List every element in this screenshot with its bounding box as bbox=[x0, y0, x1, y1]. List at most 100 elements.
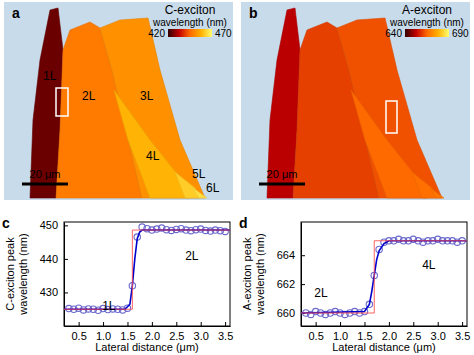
y-tick-mark bbox=[64, 292, 68, 293]
layer-label: 1L bbox=[43, 69, 57, 83]
line-panel: 0.51.01.52.02.53.03.56606626642L4LLatera… bbox=[239, 215, 470, 353]
profile-box bbox=[386, 101, 397, 133]
map-background bbox=[241, 2, 470, 200]
x-tick: 3.5 bbox=[218, 322, 233, 342]
x-tick: 2.0 bbox=[145, 322, 160, 342]
y-tick-label: 660 bbox=[277, 307, 295, 319]
x-tick: 2.0 bbox=[382, 322, 397, 342]
title: A-exciton bbox=[402, 3, 452, 17]
y-axis-title: wavelength (nm) bbox=[17, 233, 29, 315]
colorbar bbox=[168, 29, 212, 37]
region bbox=[267, 8, 300, 198]
y-tick-mark bbox=[301, 284, 305, 285]
plot-frame bbox=[301, 222, 467, 326]
data-line bbox=[301, 241, 467, 313]
x-tick: 3.5 bbox=[455, 322, 470, 342]
x-tick-label: 1.5 bbox=[357, 330, 372, 342]
panel-label: d bbox=[239, 215, 248, 231]
x-tick-mark bbox=[103, 322, 104, 326]
annotation: 1L bbox=[102, 299, 116, 313]
scale-bar bbox=[259, 183, 305, 186]
x-tick-label: 0.5 bbox=[308, 330, 323, 342]
layer-label: 6L bbox=[206, 181, 220, 195]
region bbox=[412, 172, 437, 198]
x-tick-mark bbox=[152, 322, 153, 326]
x-tick-label: 3.0 bbox=[194, 330, 209, 342]
annotation: 4L bbox=[422, 258, 436, 272]
data-line bbox=[64, 230, 230, 309]
x-tick-mark bbox=[225, 322, 226, 326]
panel-label: c bbox=[2, 215, 10, 231]
data-point bbox=[222, 228, 228, 234]
y-axis-title: C-exciton peak bbox=[4, 237, 16, 311]
region bbox=[193, 188, 207, 198]
profile-box bbox=[56, 88, 68, 116]
layer-label: 3L bbox=[140, 89, 154, 103]
x-tick-mark bbox=[413, 322, 414, 326]
scale-bar-label: 20 μm bbox=[267, 168, 298, 180]
y-tick-mark bbox=[64, 225, 68, 226]
region bbox=[100, 18, 205, 198]
y-tick-label: 440 bbox=[40, 253, 58, 265]
x-axis-title: Lateral distance (μm) bbox=[95, 341, 199, 353]
x-tick-label: 2.5 bbox=[169, 330, 184, 342]
x-tick: 0.5 bbox=[71, 322, 86, 342]
y-tick-label: 430 bbox=[40, 286, 58, 298]
plot-area bbox=[64, 224, 230, 314]
x-tick-mark bbox=[462, 322, 463, 326]
x-tick-label: 3.5 bbox=[455, 330, 470, 342]
x-tick: 0.5 bbox=[308, 322, 323, 342]
colorbar-tick-label: 470 bbox=[215, 28, 232, 39]
x-tick-mark bbox=[389, 322, 390, 326]
plot-area bbox=[301, 236, 467, 318]
colorbar-label: wavelength (nm) bbox=[389, 17, 464, 28]
x-tick: 3.0 bbox=[194, 322, 209, 342]
x-tick: 2.5 bbox=[406, 322, 421, 342]
y-axis-title: A-exciton peak bbox=[241, 237, 253, 310]
x-tick-mark bbox=[201, 322, 202, 326]
x-tick-mark bbox=[364, 322, 365, 326]
y-tick-mark bbox=[301, 255, 305, 256]
x-tick-label: 3.0 bbox=[431, 330, 446, 342]
line-panel: 0.51.01.52.02.53.03.54304404501L2LLatera… bbox=[2, 215, 233, 353]
x-tick-mark bbox=[438, 322, 439, 326]
x-tick: 1.0 bbox=[333, 322, 348, 342]
y-axis-title: wavelength (nm) bbox=[254, 233, 266, 315]
colorbar-label: wavelength (nm) bbox=[152, 17, 227, 28]
x-tick-label: 3.5 bbox=[218, 330, 233, 342]
scale-bar bbox=[22, 183, 68, 186]
y-tick-mark bbox=[64, 259, 68, 260]
panel-label: b bbox=[249, 5, 258, 21]
x-tick: 3.0 bbox=[431, 322, 446, 342]
x-tick: 1.5 bbox=[357, 322, 372, 342]
colorbar-tick-label: 420 bbox=[148, 28, 165, 39]
y-tick-label: 662 bbox=[277, 278, 295, 290]
x-tick-mark bbox=[79, 322, 80, 326]
x-tick-label: 2.0 bbox=[145, 330, 160, 342]
layer-label: 2L bbox=[82, 89, 96, 103]
map-background bbox=[4, 2, 233, 200]
data-line bbox=[301, 241, 467, 313]
map-panel: 1L2L3L4L5L6LaC-excitonwavelength (nm)420… bbox=[4, 2, 233, 200]
data-line bbox=[64, 230, 230, 309]
colorbar bbox=[405, 29, 449, 37]
x-tick-label: 2.0 bbox=[382, 330, 397, 342]
plot-frame bbox=[64, 222, 230, 326]
title: C-exciton bbox=[165, 3, 216, 17]
x-tick: 1.5 bbox=[120, 322, 135, 342]
x-tick: 1.0 bbox=[96, 322, 111, 342]
x-tick-label: 2.5 bbox=[406, 330, 421, 342]
y-tick-label: 664 bbox=[277, 249, 295, 261]
x-axis: 0.5 1.0 1.5 2.0 2.5 3.0 3.5 bbox=[302, 322, 471, 342]
x-tick-label: 1.5 bbox=[120, 330, 135, 342]
x-tick-label: 1.0 bbox=[96, 330, 111, 342]
region bbox=[30, 8, 63, 198]
figure: 1L2L3L4L5L6LaC-excitonwavelength (nm)420… bbox=[0, 0, 474, 355]
x-axis-title: Lateral distance (μm) bbox=[332, 341, 436, 353]
x-tick: 2.5 bbox=[169, 322, 184, 342]
colorbar-tick-label: 640 bbox=[385, 28, 402, 39]
x-tick-mark bbox=[316, 322, 317, 326]
x-tick-label: 1.0 bbox=[333, 330, 348, 342]
scale-bar-label: 20 μm bbox=[30, 168, 61, 180]
layer-label: 4L bbox=[146, 149, 160, 163]
